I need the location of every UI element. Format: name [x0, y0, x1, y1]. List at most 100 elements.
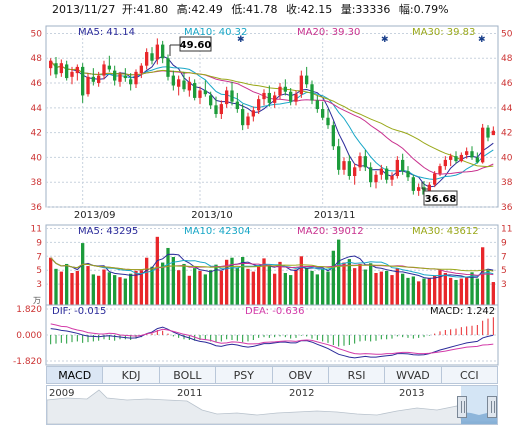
navigator-left-handle[interactable]: [457, 396, 467, 418]
volume-bar: [262, 258, 266, 305]
tab-kdj[interactable]: KDJ: [103, 366, 160, 384]
volume-bar: [251, 271, 255, 305]
candle-body: [459, 154, 463, 162]
header-low: 低:41.78: [231, 3, 277, 16]
volume-bar: [267, 266, 271, 305]
tab-psy[interactable]: PSY: [216, 366, 273, 384]
volume-bar: [198, 270, 202, 305]
price-legend: MA5: 41.14 MA10: 40.32 MA20: 39.30 MA30:…: [78, 27, 475, 38]
volume-bar: [235, 267, 239, 305]
header-close: 收:42.15: [286, 2, 332, 16]
price-tick-right: 50: [501, 29, 513, 39]
volume-bar: [406, 277, 410, 305]
candle-body: [273, 95, 277, 103]
volume-bar: [326, 271, 330, 305]
candle-body: [411, 177, 415, 191]
macd-legend-dea: DEA: -0.636: [245, 306, 304, 317]
candle-body: [182, 80, 186, 90]
candle-body: [369, 167, 373, 183]
low-value: 36.68: [425, 194, 457, 205]
legend-ma5: MA5: 41.14: [78, 27, 135, 38]
candle-body: [299, 75, 303, 95]
tab-macd[interactable]: MACD: [46, 366, 104, 384]
dea-line: [50, 323, 494, 355]
volume-bar: [75, 270, 79, 305]
candle-body: [139, 65, 143, 74]
candle-body: [379, 168, 383, 175]
svg-text:2013/11/27 开:41.80: 2013/11/27 开:41.80 高:42.49 低:41.78 收:42.…: [52, 2, 449, 16]
candle-body: [113, 70, 117, 81]
candle-body: [235, 101, 239, 110]
volume-bar: [273, 273, 277, 305]
candle-body: [481, 127, 485, 163]
volume-bar: [107, 272, 111, 305]
price-tick-right: 36: [501, 203, 513, 213]
volume-bar: [171, 257, 175, 305]
volume-bar: [139, 270, 143, 305]
candle-body: [449, 156, 453, 160]
volume-y-axis: 3 3 5 5 7 7 9 9 11 11: [31, 224, 513, 290]
low-callout: 36.68: [421, 182, 458, 206]
candle-body: [145, 52, 149, 66]
volume-bar: [118, 277, 122, 305]
volume-tick-right: 9: [501, 238, 507, 248]
volume-bar: [422, 278, 426, 305]
candle-body: [353, 167, 357, 177]
nav-year-2013: 2013: [399, 388, 425, 399]
date-tick-label: 2013/10: [191, 210, 233, 221]
macd-tick-left: -1.820: [13, 357, 42, 366]
tab-wvad[interactable]: WVAD: [385, 366, 442, 384]
candle-body: [187, 81, 191, 91]
volume-bar: [427, 277, 431, 305]
tab-obv[interactable]: OBV: [272, 366, 329, 384]
navigator-right-handle[interactable]: [487, 396, 497, 418]
price-tick-right: 40: [501, 153, 513, 163]
volume-bar: [353, 268, 357, 305]
candle-body: [219, 104, 223, 115]
price-candles: [49, 38, 495, 199]
tab-cci[interactable]: CCI: [441, 366, 498, 384]
volume-bar: [438, 270, 442, 305]
range-navigator[interactable]: 2009 2011 2012 2013: [46, 385, 498, 425]
volume-tick-right: 7: [501, 252, 507, 262]
event-marker-icon[interactable]: ✱: [237, 35, 245, 45]
price-panel: [45, 25, 499, 208]
candle-body: [150, 53, 154, 61]
event-marker-icon[interactable]: ✱: [478, 35, 486, 45]
candle-body: [177, 79, 181, 87]
candle-body: [390, 176, 394, 180]
price-tick-left: 36: [31, 203, 43, 213]
volume-ma-lines: [50, 253, 494, 279]
volume-bar: [177, 270, 181, 305]
tab-boll[interactable]: BOLL: [159, 366, 217, 384]
volume-tick-right: 3: [501, 280, 507, 290]
volume-bar: [374, 273, 378, 305]
indicator-tabs: MACD KDJ BOLL PSY OBV RSI WVAD CCI: [46, 366, 498, 384]
tab-rsi[interactable]: RSI: [328, 366, 386, 384]
candle-body: [385, 168, 389, 180]
volume-bar: [123, 278, 127, 305]
header-date: 2013/11/27: [52, 3, 115, 16]
volume-bar: [337, 239, 341, 305]
macd-lines: [50, 323, 494, 359]
candle-body: [262, 92, 266, 100]
nav-year-2009: 2009: [49, 388, 75, 399]
volume-bar: [289, 275, 293, 305]
volume-ma5-line: [50, 253, 494, 279]
candle-body: [491, 130, 495, 136]
volume-bar: [65, 263, 69, 305]
candle-body: [283, 86, 287, 92]
volume-bar: [59, 271, 63, 305]
candle-body: [203, 90, 207, 95]
volume-bar: [385, 270, 389, 305]
volume-bar: [465, 277, 469, 305]
volume-bar: [401, 273, 405, 305]
candle-body: [209, 95, 213, 106]
volume-bar: [182, 263, 186, 305]
candle-body: [155, 44, 159, 60]
price-tick-left: 38: [31, 178, 43, 188]
event-marker-icon[interactable]: ✱: [381, 35, 389, 45]
volume-bar: [358, 263, 362, 305]
vol-legend-ma10: MA10: 42304: [184, 226, 251, 237]
